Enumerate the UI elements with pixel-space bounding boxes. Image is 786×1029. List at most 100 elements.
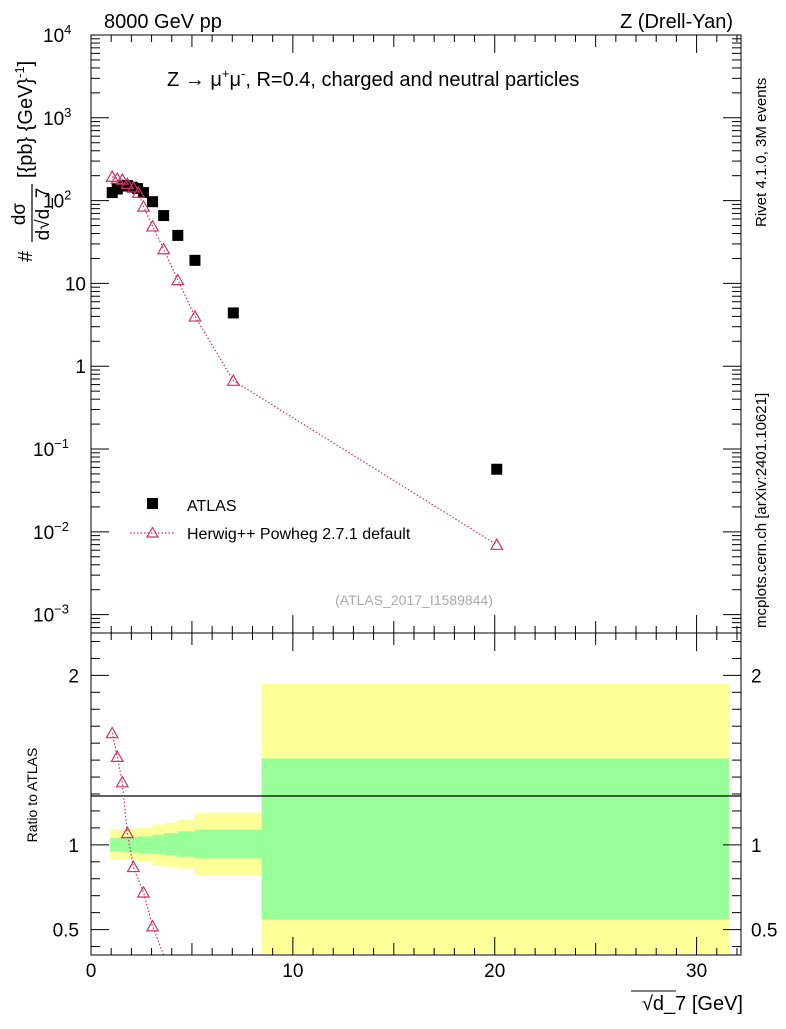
main-ytick-label-base: 10 <box>65 274 86 295</box>
mc-point <box>131 185 146 198</box>
main-ytick-label-base: 10 <box>43 26 64 47</box>
main-ytick-label-base: 10 <box>33 606 54 627</box>
main-ytick-label: 102 <box>43 188 71 213</box>
legend-mc-label: Herwig++ Powheg 2.7.1 default <box>187 526 411 543</box>
ratio-marks <box>105 726 165 956</box>
ratio-band-inner <box>152 834 164 855</box>
ratio-ylabel: Ratio to ATLAS <box>24 748 40 843</box>
ratio-band-inner <box>261 758 729 920</box>
mc-point <box>136 199 151 212</box>
title-plus-sup: + <box>222 66 230 81</box>
main-frame <box>90 34 742 634</box>
legend: ATLAS Herwig++ Powheg 2.7.1 default <box>130 498 411 543</box>
main-ytick-label-base: 10 <box>43 192 64 213</box>
main-ytick-label: 1 <box>75 357 86 378</box>
main-ytick-label: 10−1 <box>33 436 69 461</box>
xaxis-label: √d_7 [GeV] <box>631 990 743 1015</box>
mc-point <box>156 242 171 255</box>
ratio-mc-point <box>120 826 135 839</box>
main-ytick-label: 10 <box>65 274 86 295</box>
main-ytick-label-exp: 3 <box>64 105 71 120</box>
title-arrow: → <box>185 69 205 91</box>
atlas-point <box>172 229 184 241</box>
main-ytick-label-exp: −1 <box>54 436 69 451</box>
ylabel-units: [{pb} {GeV}-1] <box>12 61 37 178</box>
ratio-mc-point <box>110 750 125 762</box>
ratio-ticks: 0.5 0.51 12 20 10 20 30 <box>53 633 777 982</box>
ratio-ytick-label-right: 1 <box>751 836 762 857</box>
atlas-point <box>189 254 201 266</box>
mc-line <box>111 176 498 546</box>
ratio-band-inner <box>110 838 123 852</box>
ratio-mc-point <box>145 919 160 932</box>
title-mu-minus: μ <box>229 69 241 91</box>
xtick-label: 10 <box>282 961 303 982</box>
mc-point <box>170 273 185 286</box>
ratio-mc-point <box>136 885 151 898</box>
main-ytick-label-base: 10 <box>33 523 54 544</box>
ylabel-units-sup: -1 <box>12 66 27 78</box>
ylabel-denominator: d√d_7 <box>33 188 54 241</box>
mc-point <box>120 176 135 189</box>
main-ytick-label-exp: −3 <box>54 602 69 617</box>
ratio-ytick-label-right: 2 <box>751 666 762 687</box>
ratio-bands <box>110 683 729 954</box>
main-ytick-label-base: 10 <box>43 109 64 130</box>
ylabel-numerator: dσ <box>9 203 30 226</box>
ratio-band-inner <box>163 832 178 856</box>
main-ytick-label-exp: 4 <box>64 22 71 37</box>
xaxis-label-text: √d_7 [GeV] <box>642 993 743 1015</box>
xtick-label: 20 <box>484 961 505 982</box>
legend-atlas-label: ATLAS <box>187 498 237 515</box>
xaxis-unit: [GeV] <box>686 993 743 1015</box>
xaxis-root-sign: √ <box>642 993 653 1015</box>
ratio-band-inner <box>194 829 262 859</box>
main-ytick-label: 103 <box>43 105 71 130</box>
ratio-band-inner <box>137 836 153 854</box>
ratio-ytick-label: 2 <box>68 666 79 687</box>
ratio-mc-point <box>105 726 120 739</box>
main-ylabel: # dσ d√d_7 [{pb} {GeV}-1] <box>9 61 54 262</box>
title-mu-plus: μ <box>205 69 222 91</box>
mc-point <box>145 219 160 232</box>
main-ytick-label: 104 <box>43 22 71 47</box>
atlas-point <box>158 210 170 222</box>
ratio-mc-point <box>115 775 130 788</box>
ratio-ytick-label: 0.5 <box>53 921 79 942</box>
ylabel-hash: # <box>15 250 37 262</box>
main-title: Z → μ+μ-, R=0.4, charged and neutral par… <box>167 66 579 91</box>
main-ytick-label-base: 10 <box>33 440 54 461</box>
rivet-version-label: Rivet 4.1.0, 3M events <box>753 78 770 227</box>
atlas-point <box>147 196 159 208</box>
title-z: Z <box>167 69 185 91</box>
ratio-ytick-label-right: 0.5 <box>751 921 777 942</box>
analysis-watermark: (ATLAS_2017_I1589844) <box>335 592 493 608</box>
atlas-point <box>491 463 503 475</box>
legend-mc-marker <box>145 526 160 538</box>
main-marks <box>105 169 504 550</box>
mc-point <box>226 373 241 386</box>
ratio-band-inner <box>177 831 195 857</box>
main-ytick-label: 10−3 <box>33 602 69 627</box>
mc-point <box>126 180 141 193</box>
xtick-label: 0 <box>86 961 97 982</box>
ylabel-units-main: [{pb} {GeV} <box>15 78 37 178</box>
legend-atlas-marker <box>147 498 158 509</box>
xtick-label: 30 <box>686 961 707 982</box>
mc-point <box>188 309 202 322</box>
ratio-mc-point <box>126 860 141 873</box>
xaxis-variable: d_7 <box>653 993 686 1015</box>
main-ytick-label-exp: −2 <box>54 519 69 534</box>
main-ytick-label: 10−2 <box>33 519 69 544</box>
mc-point <box>489 537 504 550</box>
atlas-point <box>227 307 239 319</box>
atlas-point <box>137 187 149 199</box>
ylabel-units-close: ] <box>15 61 37 67</box>
main-ytick-label-base: 1 <box>75 357 86 378</box>
main-ytick-label-exp: 2 <box>64 188 71 203</box>
header-process-label: Z (Drell-Yan) <box>620 11 733 33</box>
